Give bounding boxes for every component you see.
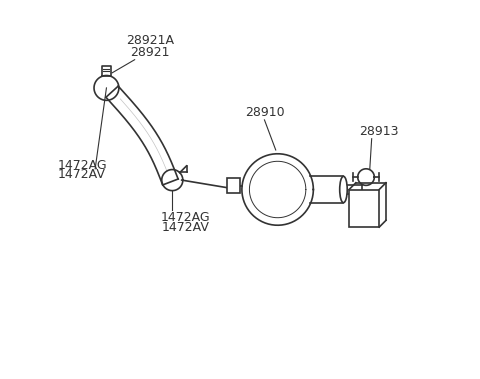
Text: 28921A: 28921A (126, 34, 174, 47)
Bar (227, 178, 240, 193)
Bar (349, 190, 379, 227)
Text: 1472AV: 1472AV (161, 221, 209, 233)
Text: 1472AV: 1472AV (58, 168, 106, 181)
Text: 1472AG: 1472AG (57, 158, 107, 172)
Text: 28921: 28921 (130, 46, 169, 59)
Ellipse shape (340, 176, 347, 203)
Text: 1472AG: 1472AG (161, 211, 210, 224)
Text: 28913: 28913 (360, 125, 399, 138)
Text: 28910: 28910 (245, 106, 284, 119)
